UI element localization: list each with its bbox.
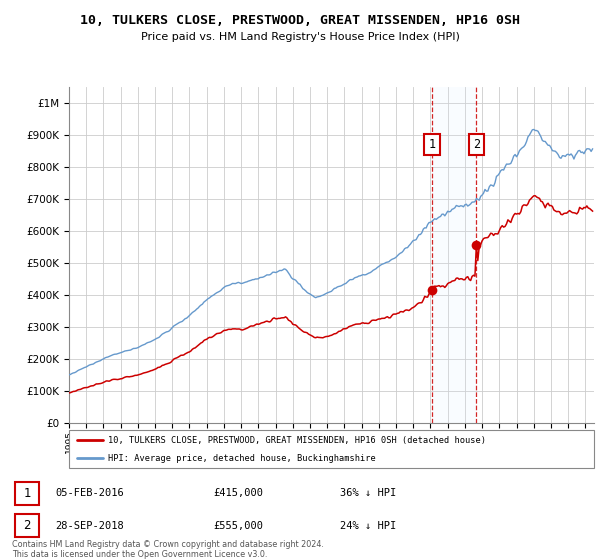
Text: £555,000: £555,000: [214, 521, 263, 531]
Text: 24% ↓ HPI: 24% ↓ HPI: [340, 521, 397, 531]
FancyBboxPatch shape: [69, 430, 594, 468]
Text: 05-FEB-2016: 05-FEB-2016: [55, 488, 124, 498]
Text: 36% ↓ HPI: 36% ↓ HPI: [340, 488, 397, 498]
Text: £415,000: £415,000: [214, 488, 263, 498]
Text: Contains HM Land Registry data © Crown copyright and database right 2024.
This d: Contains HM Land Registry data © Crown c…: [12, 540, 324, 559]
Text: Price paid vs. HM Land Registry's House Price Index (HPI): Price paid vs. HM Land Registry's House …: [140, 32, 460, 42]
Text: 1: 1: [23, 487, 31, 500]
Text: 2: 2: [23, 519, 31, 532]
Text: HPI: Average price, detached house, Buckinghamshire: HPI: Average price, detached house, Buck…: [109, 454, 376, 463]
FancyBboxPatch shape: [15, 482, 39, 505]
Bar: [432, 87, 476, 423]
Text: 2: 2: [473, 138, 480, 151]
Text: 28-SEP-2018: 28-SEP-2018: [55, 521, 124, 531]
Text: 10, TULKERS CLOSE, PRESTWOOD, GREAT MISSENDEN, HP16 0SH (detached house): 10, TULKERS CLOSE, PRESTWOOD, GREAT MISS…: [109, 436, 487, 445]
Text: 1: 1: [428, 138, 436, 151]
Text: 10, TULKERS CLOSE, PRESTWOOD, GREAT MISSENDEN, HP16 0SH: 10, TULKERS CLOSE, PRESTWOOD, GREAT MISS…: [80, 14, 520, 27]
FancyBboxPatch shape: [15, 514, 39, 537]
